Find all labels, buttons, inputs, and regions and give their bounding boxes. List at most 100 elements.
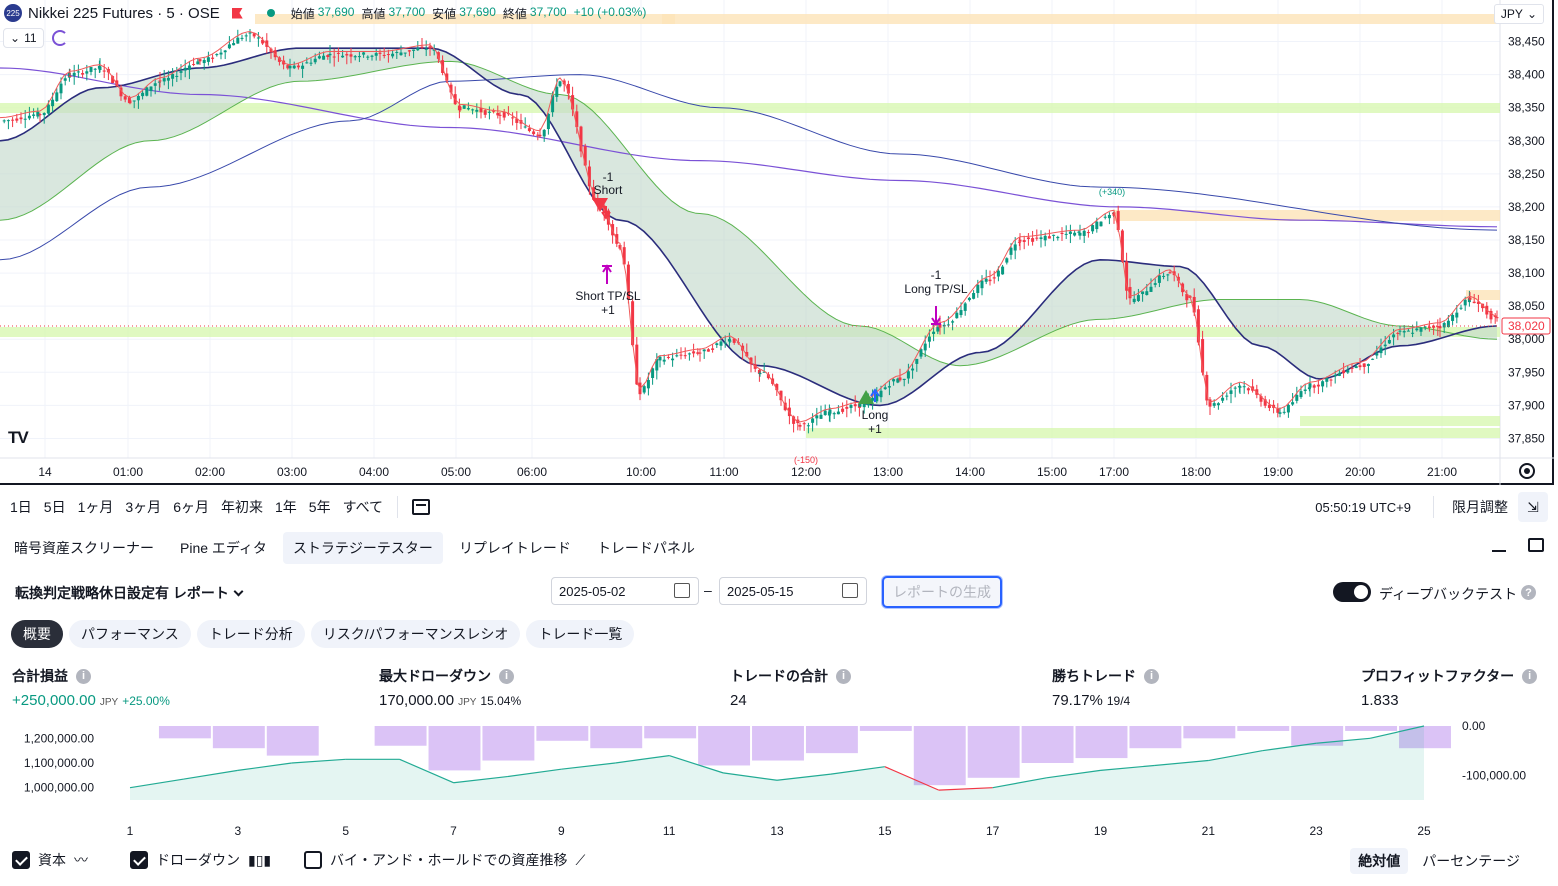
range-button[interactable]: 5日	[43, 499, 66, 515]
candle-body	[1112, 212, 1116, 216]
range-button[interactable]: 5年	[308, 499, 331, 515]
equity-drawdown-chart[interactable]: 1,200,000.00 1,100,000.00 1,000,000.00 0.00…	[0, 720, 1558, 844]
close-label: 終値	[502, 6, 527, 21]
sync-icon[interactable]	[51, 30, 68, 46]
symbol-title[interactable]: Nikkei 225 Futures · 5 · OSE	[28, 4, 220, 22]
candle-body	[1056, 236, 1060, 239]
report-subtabs: 概要 パフォーマンス トレード分析 リスク/パフォーマンスレシオ トレード一覧	[11, 620, 635, 648]
gear-icon[interactable]	[1519, 463, 1535, 479]
checkbox-unchecked-icon[interactable]	[304, 851, 322, 869]
candle-body	[1116, 211, 1120, 231]
info-icon[interactable]: i	[1144, 668, 1159, 684]
candle-body	[32, 114, 36, 116]
candle-body	[1446, 320, 1450, 328]
collapse-icon[interactable]: ⇲	[1518, 492, 1548, 522]
candle-body	[666, 356, 670, 358]
report-subtab[interactable]: トレード一覧	[526, 620, 635, 648]
candle-body	[728, 340, 732, 342]
info-icon[interactable]: i	[499, 668, 514, 684]
range-button[interactable]: すべて	[342, 499, 384, 515]
drawdown-checkbox[interactable]: ドローダウン ▮▯▮	[130, 850, 271, 870]
range-button[interactable]: 1日	[10, 499, 32, 515]
price-tick-label: 38,300	[1508, 134, 1545, 148]
checkbox-checked-icon[interactable]	[12, 851, 30, 869]
candle-body	[67, 72, 71, 78]
deep-backtest-toggle[interactable]	[1333, 582, 1371, 602]
range-button[interactable]: 1年	[274, 499, 297, 515]
info-icon[interactable]: i	[1522, 668, 1538, 684]
panel-tab[interactable]: トレードパネル	[596, 540, 695, 556]
maximize-icon[interactable]	[1528, 538, 1544, 552]
price-chart-pane[interactable]: 14 01:00 02:00 03:00 04:00 05:00 06:00 10:00 11:…	[0, 0, 1554, 485]
buyhold-checkbox[interactable]: バイ・アンド・ホールドでの資産推移 ⟋	[304, 850, 585, 870]
panel-tab[interactable]: 暗号資産スクリーナー	[14, 540, 154, 556]
price-chart-canvas[interactable]: 14 01:00 02:00 03:00 04:00 05:00 06:00 10:00 11:…	[0, 0, 1554, 485]
help-icon[interactable]: ?	[1521, 585, 1536, 600]
date-from-input[interactable]: 2025-05-02	[551, 577, 699, 605]
calendar-icon[interactable]	[674, 583, 690, 598]
candle-body	[42, 112, 46, 116]
flag-icon[interactable]	[231, 7, 243, 19]
strategy-selector[interactable]: 転換判定戦略休日設定有 レポート	[15, 583, 244, 603]
candle-body	[946, 324, 950, 326]
report-subtab[interactable]: リスク/パフォーマンスレシオ	[310, 620, 521, 648]
candle-body	[244, 35, 248, 37]
short-entry-marker[interactable]	[592, 198, 608, 212]
candle-body	[841, 408, 845, 412]
minimize-icon[interactable]	[1492, 538, 1506, 552]
candle-body	[896, 378, 900, 383]
candle-body	[1299, 391, 1303, 398]
drawdown-bar	[967, 726, 1020, 778]
support-resistance-zone	[0, 103, 1500, 113]
tradingview-logo[interactable]: TV	[8, 428, 29, 447]
report-subtab[interactable]: パフォーマンス	[69, 620, 191, 648]
range-button[interactable]: 1ヶ月	[77, 499, 114, 515]
calendar-icon[interactable]	[842, 583, 858, 598]
panel-tab[interactable]: ストラテジーテスター	[282, 532, 443, 564]
candle-body	[286, 65, 290, 69]
candle-body	[646, 380, 650, 389]
candle-body	[622, 247, 626, 265]
info-icon[interactable]: i	[836, 668, 851, 684]
contract-adjust-button[interactable]: 限月調整	[1452, 499, 1508, 515]
report-subtab[interactable]: 概要	[11, 620, 63, 648]
date-to-input[interactable]: 2025-05-15	[719, 577, 867, 605]
range-button[interactable]: 3ヶ月	[125, 499, 162, 515]
metric-sub: 15.04%	[480, 694, 522, 708]
candle-body	[248, 32, 252, 34]
panel-tab[interactable]: Pine エディタ	[180, 540, 267, 556]
info-icon[interactable]: i	[76, 668, 91, 684]
long-qty: +1	[868, 422, 882, 436]
trade-number-label: 17	[986, 824, 1000, 838]
absolute-mode-button[interactable]: 絶対値	[1350, 848, 1409, 874]
equity-checkbox[interactable]: 資本 〰	[12, 850, 88, 870]
candle-body	[892, 379, 896, 382]
candle-body	[1077, 231, 1081, 233]
range-button[interactable]: 6ヶ月	[173, 499, 209, 515]
panel-tab[interactable]: リプレイトレード	[458, 540, 571, 556]
checkbox-checked-icon[interactable]	[130, 851, 148, 869]
candle-body	[849, 404, 853, 408]
generate-report-button[interactable]: レポートの生成	[882, 576, 1002, 608]
range-button[interactable]: 年初来	[220, 499, 263, 515]
percent-mode-button[interactable]: パーセンテージ	[1422, 853, 1520, 869]
date-from-value: 2025-05-02	[559, 583, 626, 599]
currency-selector[interactable]: JPY ⌄	[1493, 4, 1544, 24]
candle-body	[162, 78, 166, 82]
calendar-icon[interactable]	[412, 499, 431, 515]
equity-line-segment	[561, 762, 616, 770]
candle-body	[378, 52, 382, 54]
clock-readout[interactable]: 05:50:19 UTC+9	[1315, 499, 1411, 515]
candle-body	[309, 62, 313, 64]
buyhold-label: バイ・アンド・ホールドでの資産推移	[330, 852, 568, 868]
low-note-label: (-150)	[794, 455, 818, 465]
price-tick-label: 38,150	[1508, 233, 1545, 247]
equity-line-segment	[723, 772, 778, 781]
candle-body	[723, 342, 727, 344]
report-subtab[interactable]: トレード分析	[196, 620, 305, 648]
indicator-toggle-button[interactable]: ⌄ 11	[3, 28, 44, 48]
candle-body	[1005, 258, 1009, 263]
candle-body	[1246, 388, 1250, 391]
long-entry-marker[interactable]	[858, 390, 874, 404]
candle-body	[651, 368, 655, 378]
